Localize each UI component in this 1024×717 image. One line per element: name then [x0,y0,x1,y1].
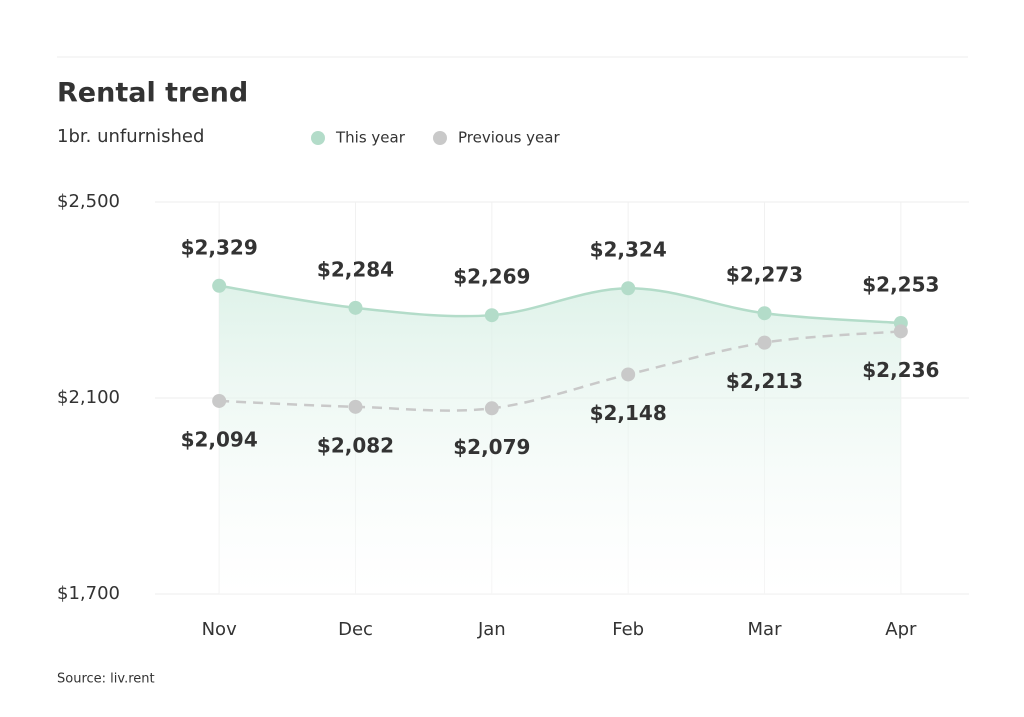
legend-swatch [311,131,325,145]
value-label: $2,079 [453,435,530,459]
value-label: $2,148 [590,401,667,425]
y-tick-label: $1,700 [57,583,120,604]
value-label: $2,253 [862,273,939,297]
legend-swatch [433,131,447,145]
value-label: $2,324 [590,238,667,262]
point [621,281,636,296]
series-line [219,330,901,412]
x-tick-label: Feb [612,619,644,640]
value-label: $2,329 [181,235,258,259]
point [212,278,227,293]
source: Source: liv.rent [57,672,155,687]
point [348,399,363,414]
point [757,335,772,350]
x-tick-label: Apr [885,619,917,640]
x-tick-label: Mar [748,619,783,640]
x-tick-label: Nov [202,619,237,640]
value-label: $2,269 [453,265,530,289]
value-label: $2,082 [317,433,394,457]
point [893,324,908,339]
legend-label: Previous year [458,129,560,147]
series-line [218,284,901,325]
value-label: $2,236 [862,358,939,382]
point [212,393,227,408]
point [484,308,499,323]
chart-title: Rental trend [57,78,248,109]
legend-label: This year [335,129,406,147]
value-label: $2,273 [726,263,803,287]
x-tick-label: Dec [338,619,373,640]
y-tick-label: $2,100 [57,387,120,408]
x-tick-label: Jan [477,619,506,640]
point [348,300,363,315]
value-label: $2,284 [317,257,394,281]
area [219,285,901,594]
value-label: $2,213 [726,369,803,393]
chart-subtitle: 1br. unfurnished [57,126,204,147]
point [621,367,636,382]
point [757,306,772,321]
point [484,401,499,416]
value-label: $2,094 [181,427,258,451]
y-tick-label: $2,500 [57,191,120,212]
